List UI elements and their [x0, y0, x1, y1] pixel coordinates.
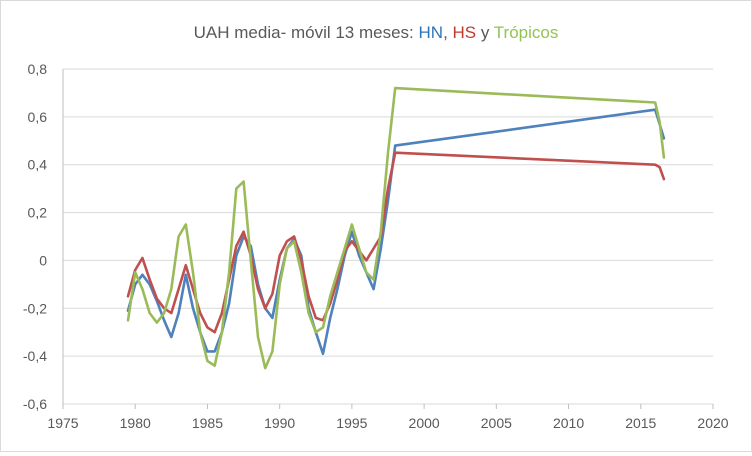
y-tick-label: 0,4 [28, 157, 48, 173]
x-tick-label: 2005 [481, 415, 512, 431]
x-tick-label: 2020 [697, 415, 728, 431]
chart-title: UAH media- móvil 13 meses: HN, HS y Tróp… [194, 23, 559, 42]
y-tick-label: -0,2 [23, 300, 47, 316]
x-tick-label: 1995 [336, 415, 367, 431]
x-tick-label: 2010 [553, 415, 584, 431]
series-line-hn [126, 108, 666, 356]
y-tick-label: -0,6 [23, 396, 47, 412]
chart-title-part: , [443, 23, 452, 42]
series-lines [126, 86, 666, 370]
chart-title-part: HN [419, 23, 444, 42]
chart-title-part: UAH media- móvil 13 meses: [194, 23, 419, 42]
x-tick-label: 1975 [47, 415, 78, 431]
chart-title-part: HS [453, 23, 477, 42]
x-tick-label: 1985 [192, 415, 223, 431]
x-tick-label: 2015 [625, 415, 656, 431]
x-tick-label: 2000 [409, 415, 440, 431]
y-tick-label: 0,2 [28, 205, 48, 221]
x-tick-label: 1980 [120, 415, 151, 431]
chart-title-part: y [476, 23, 494, 42]
chart-title-part: Trópicos [494, 23, 559, 42]
y-tick-label: 0,8 [28, 61, 48, 77]
axes: -0,6 -0,4 -0,2 0 0,2 0,4 0,6 0,8 1975 1980 1985 199… [23, 61, 729, 431]
y-tick-label: -0,4 [23, 348, 47, 364]
y-tick-label: 0 [39, 252, 47, 268]
x-tick-label: 1990 [264, 415, 295, 431]
y-tick-label: 0,6 [28, 109, 48, 125]
series-line-hs [126, 151, 666, 334]
grid-lines [63, 68, 713, 405]
series-line-tr-picos [126, 86, 666, 370]
